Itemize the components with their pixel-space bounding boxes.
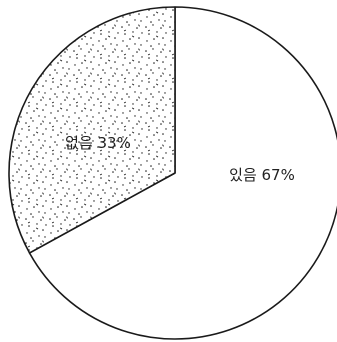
pie-label-no: 없음 33%: [65, 134, 131, 152]
pie-slice-no: [8, 6, 176, 254]
pie-slices: [8, 6, 337, 340]
pie-slice-yes: [28, 6, 337, 340]
pie-labels: 있음 67% 없음 33%: [65, 134, 295, 184]
pie-label-yes: 있음 67%: [229, 166, 295, 184]
